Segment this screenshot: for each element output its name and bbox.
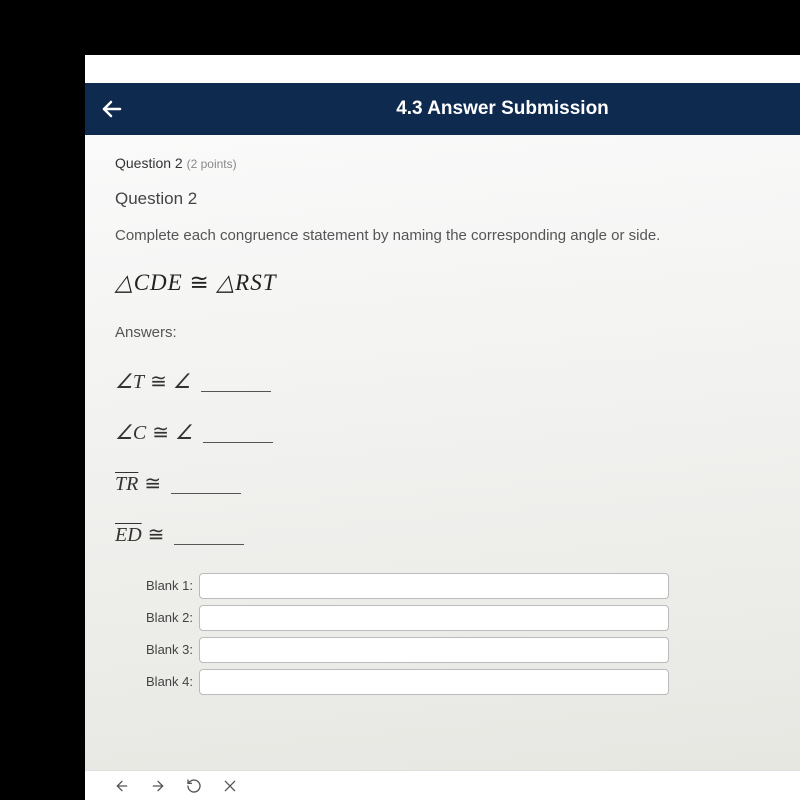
question-number: Question 2 <box>115 155 183 171</box>
blank-input-3[interactable] <box>199 637 669 663</box>
bottom-nav <box>85 770 800 800</box>
question-title: Question 2 <box>115 189 770 209</box>
answer-line: ED ≅ <box>115 522 770 547</box>
answer-lhs: ED <box>115 524 142 547</box>
blank-label: Blank 1: <box>135 578 199 593</box>
blank-row: Blank 2: <box>135 605 770 631</box>
nav-reload-button[interactable] <box>185 777 203 795</box>
congruent-symbol: ≅ <box>144 471 161 496</box>
answer-blank-line <box>174 544 244 545</box>
question-content: Question 2 (2 points) Question 2 Complet… <box>85 135 800 800</box>
nav-forward-button[interactable] <box>149 777 167 795</box>
question-prompt: Complete each congruence statement by na… <box>115 225 770 248</box>
answer-blank-line <box>201 391 271 392</box>
back-button[interactable] <box>99 96 125 122</box>
congruent-symbol: ≅ <box>152 420 169 445</box>
app-frame: 4.3 Answer Submission Question 2 (2 poin… <box>85 55 800 800</box>
blank-label: Blank 3: <box>135 642 199 657</box>
blank-input-4[interactable] <box>199 669 669 695</box>
blank-row: Blank 1: <box>135 573 770 599</box>
answer-line: ∠C≅∠ <box>115 420 770 445</box>
blank-row: Blank 3: <box>135 637 770 663</box>
congruent-symbol: ≅ <box>189 270 209 295</box>
question-header: Question 2 (2 points) <box>115 155 770 171</box>
answer-line: ∠T≅∠ <box>115 369 770 394</box>
blank-label: Blank 4: <box>135 674 199 689</box>
close-icon <box>222 778 238 794</box>
congruence-statement: △CDE ≅ △RST <box>115 270 770 296</box>
congruent-symbol: ≅ <box>148 522 165 547</box>
answer-lhs: ∠C <box>115 420 146 445</box>
blank-row: Blank 4: <box>135 669 770 695</box>
congruence-rhs: △RST <box>216 270 276 295</box>
arrow-left-icon <box>114 778 130 794</box>
arrow-left-icon <box>100 97 124 121</box>
answer-rhs-prefix: ∠ <box>175 420 193 445</box>
blank-input-2[interactable] <box>199 605 669 631</box>
answers-label: Answers: <box>115 324 770 341</box>
answer-rhs-prefix: ∠ <box>173 369 191 394</box>
blank-label: Blank 2: <box>135 610 199 625</box>
answer-blank-line <box>171 493 241 494</box>
page-title: 4.3 Answer Submission <box>396 98 609 120</box>
answer-line: TR ≅ <box>115 471 770 496</box>
answer-lhs: ∠T <box>115 369 144 394</box>
nav-back-button[interactable] <box>113 777 131 795</box>
reload-icon <box>186 778 202 794</box>
app-header: 4.3 Answer Submission <box>85 83 800 135</box>
blank-input-1[interactable] <box>199 573 669 599</box>
arrow-right-icon <box>150 778 166 794</box>
nav-close-button[interactable] <box>221 777 239 795</box>
answer-blank-line <box>203 442 273 443</box>
congruent-symbol: ≅ <box>150 369 167 394</box>
question-points: (2 points) <box>187 157 237 171</box>
answer-lines: ∠T≅∠∠C≅∠TR≅ED≅ <box>115 369 770 547</box>
congruence-lhs: △CDE <box>115 270 183 295</box>
blank-inputs-group: Blank 1: Blank 2: Blank 3: Blank 4: <box>115 573 770 695</box>
answer-lhs: TR <box>115 473 138 496</box>
